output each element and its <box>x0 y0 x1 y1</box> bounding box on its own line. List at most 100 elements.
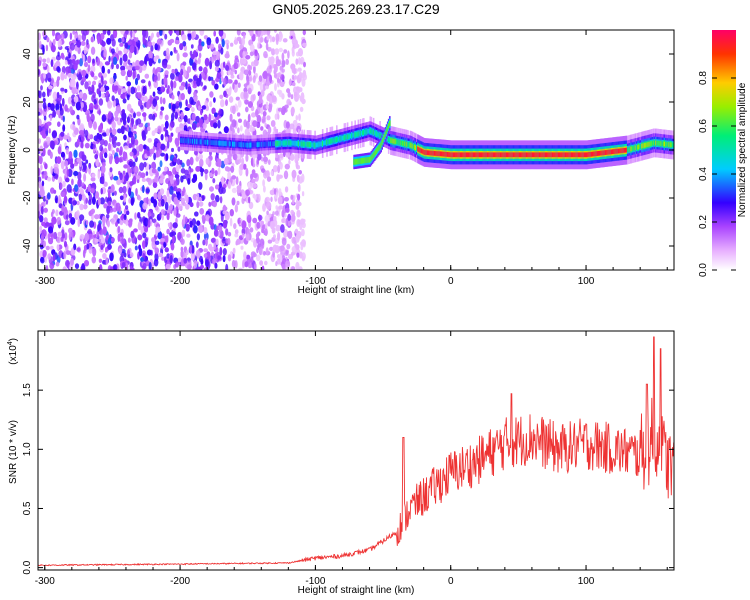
spectrogram-cell <box>285 58 290 65</box>
spectrogram-cell <box>252 193 256 199</box>
spectrogram-cell <box>157 166 161 172</box>
spectrogram-cell <box>55 198 58 204</box>
spectrogram-cell <box>261 228 265 234</box>
spectrogram-cell <box>136 151 140 156</box>
spectrogram-cell <box>166 140 170 149</box>
spectrogram-cell <box>47 88 50 97</box>
spectrogram-cell <box>151 32 154 39</box>
spectrogram-cell <box>139 162 145 172</box>
spectrogram-cell <box>56 109 60 115</box>
spectrogram-cell <box>164 120 169 129</box>
spectrogram-cell <box>159 96 163 105</box>
spectrogram-cell <box>302 69 307 78</box>
spectrogram-cell <box>204 172 208 181</box>
spectrogram-cell <box>142 185 145 193</box>
spectrogram-cell <box>266 176 272 182</box>
spectrogram-cell <box>211 167 215 175</box>
spectrogram-cell <box>199 168 205 173</box>
spectrogram-cell <box>219 196 223 204</box>
spectrogram-cell <box>193 259 198 269</box>
spectrogram-cell <box>239 71 244 81</box>
spectrogram-cell <box>142 240 146 249</box>
spectrogram-cell <box>109 77 114 85</box>
spectrogram-cell <box>237 219 241 224</box>
spectrogram-cell <box>196 201 200 209</box>
spectrogram-cell <box>130 135 135 145</box>
spectrogram-cell <box>109 127 112 134</box>
spectrogram-cell <box>266 210 269 216</box>
spectrogram-cell <box>81 193 86 201</box>
spectrogram-cell <box>107 100 113 109</box>
spectrogram-cell <box>170 120 175 128</box>
spectrogram-cell <box>104 152 108 159</box>
spectrogram-cell <box>123 61 128 67</box>
spectrogram-cell <box>218 30 224 37</box>
spectrogram-cell <box>52 253 56 262</box>
spectrogram-cell <box>83 46 88 55</box>
spectrogram-cell <box>273 165 278 173</box>
spectrogram-cell <box>291 169 297 179</box>
spectrogram-cell <box>303 61 306 68</box>
spectrogram-cell <box>151 212 155 218</box>
spectrogram-cell <box>220 160 226 169</box>
spectrogram-cell <box>126 81 131 87</box>
spectrogram-cell <box>98 82 102 89</box>
spectrogram-cell <box>76 247 81 252</box>
spectrogram-cell <box>242 50 246 59</box>
spectrogram-cell <box>70 217 76 225</box>
spectrogram-cell <box>265 42 269 51</box>
spectrogram-cell <box>114 116 119 122</box>
spectrogram-cell <box>180 93 185 100</box>
spectrogram-cell <box>296 174 300 183</box>
spectrogram-cell <box>277 196 283 205</box>
spectrogram-cell <box>66 184 72 193</box>
spectrogram-cell <box>249 227 254 233</box>
spectrogram-cell <box>56 79 60 87</box>
spectrogram-cell <box>64 88 68 93</box>
spectrogram-cell <box>120 125 125 135</box>
spectrogram-cell <box>56 66 61 72</box>
spectrogram-cell <box>71 178 74 186</box>
spectrogram-cell <box>58 195 61 204</box>
spectrogram-cell <box>168 135 173 143</box>
spectrogram-cell <box>279 255 283 263</box>
spectrogram-cell <box>160 134 164 141</box>
spectrogram-cell <box>248 201 254 210</box>
spectrogram-cell <box>289 123 295 130</box>
spectrogram-cell <box>295 204 300 210</box>
spectrogram-cell <box>107 243 112 250</box>
spectrogram-cell <box>174 180 178 187</box>
spectrogram-cell <box>284 163 290 170</box>
spectrogram-cell <box>83 204 87 210</box>
spectrogram-cell <box>237 112 241 117</box>
spectrogram-cell <box>250 251 256 258</box>
spectrogram-cell <box>130 197 134 206</box>
spectrogram-cell <box>127 59 131 65</box>
spectrogram-cell <box>129 252 134 258</box>
spectrogram-cell <box>218 43 222 50</box>
spectrogram-cell <box>154 247 160 255</box>
spectrogram-cell <box>43 240 46 248</box>
spectrogram-cell <box>63 195 68 204</box>
spectrogram-cell <box>195 166 201 172</box>
spectrogram-cell <box>164 70 169 76</box>
spectrogram-cell <box>301 191 305 197</box>
spectrogram-cell <box>129 181 133 187</box>
spectrogram-cell <box>50 166 53 175</box>
spectrogram-cell <box>206 251 211 260</box>
spectrogram-cell <box>279 74 285 81</box>
spectrogram-cell <box>84 81 89 90</box>
spectrogram-cell <box>121 88 127 93</box>
spectrogram-cell <box>98 98 104 106</box>
spectrogram-cell <box>137 85 141 92</box>
spectrogram-cell <box>222 255 226 263</box>
spectrogram-cell <box>144 73 149 79</box>
spectrogram-cell <box>47 253 52 260</box>
spectrogram-cell <box>94 238 99 243</box>
spectrogram-cell <box>90 46 96 55</box>
spectrogram-cell <box>129 45 135 54</box>
spectrogram-cell <box>295 228 298 234</box>
spectrogram-cell <box>101 237 106 244</box>
spectrogram-cell <box>97 197 101 206</box>
spectrogram-cell <box>182 61 187 66</box>
